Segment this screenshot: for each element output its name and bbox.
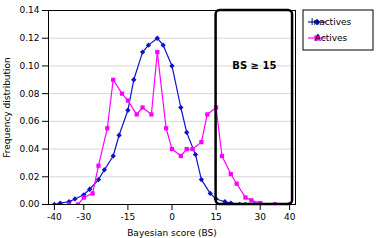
svg-text:0: 0 [169, 212, 175, 222]
svg-text:0.14: 0.14 [19, 5, 39, 15]
svg-text:40: 40 [284, 212, 296, 222]
svg-text:Actives: Actives [315, 33, 348, 43]
svg-text:-40: -40 [47, 212, 62, 222]
svg-text:Bayesian score (BS): Bayesian score (BS) [127, 228, 217, 238]
svg-text:0.04: 0.04 [19, 144, 39, 154]
svg-text:BS ≥ 15: BS ≥ 15 [232, 60, 276, 71]
svg-text:-15: -15 [121, 212, 136, 222]
svg-text:Frequency distribution: Frequency distribution [2, 57, 12, 158]
svg-text:0.08: 0.08 [19, 89, 39, 99]
svg-text:0.00: 0.00 [19, 199, 39, 209]
svg-text:0.06: 0.06 [19, 116, 39, 126]
svg-text:Inactives: Inactives [311, 17, 352, 27]
svg-text:15: 15 [210, 212, 221, 222]
svg-text:-30: -30 [76, 212, 91, 222]
svg-text:0.12: 0.12 [19, 33, 39, 43]
svg-text:30: 30 [254, 212, 266, 222]
svg-text:0.02: 0.02 [19, 172, 39, 182]
svg-text:0.10: 0.10 [19, 61, 39, 71]
